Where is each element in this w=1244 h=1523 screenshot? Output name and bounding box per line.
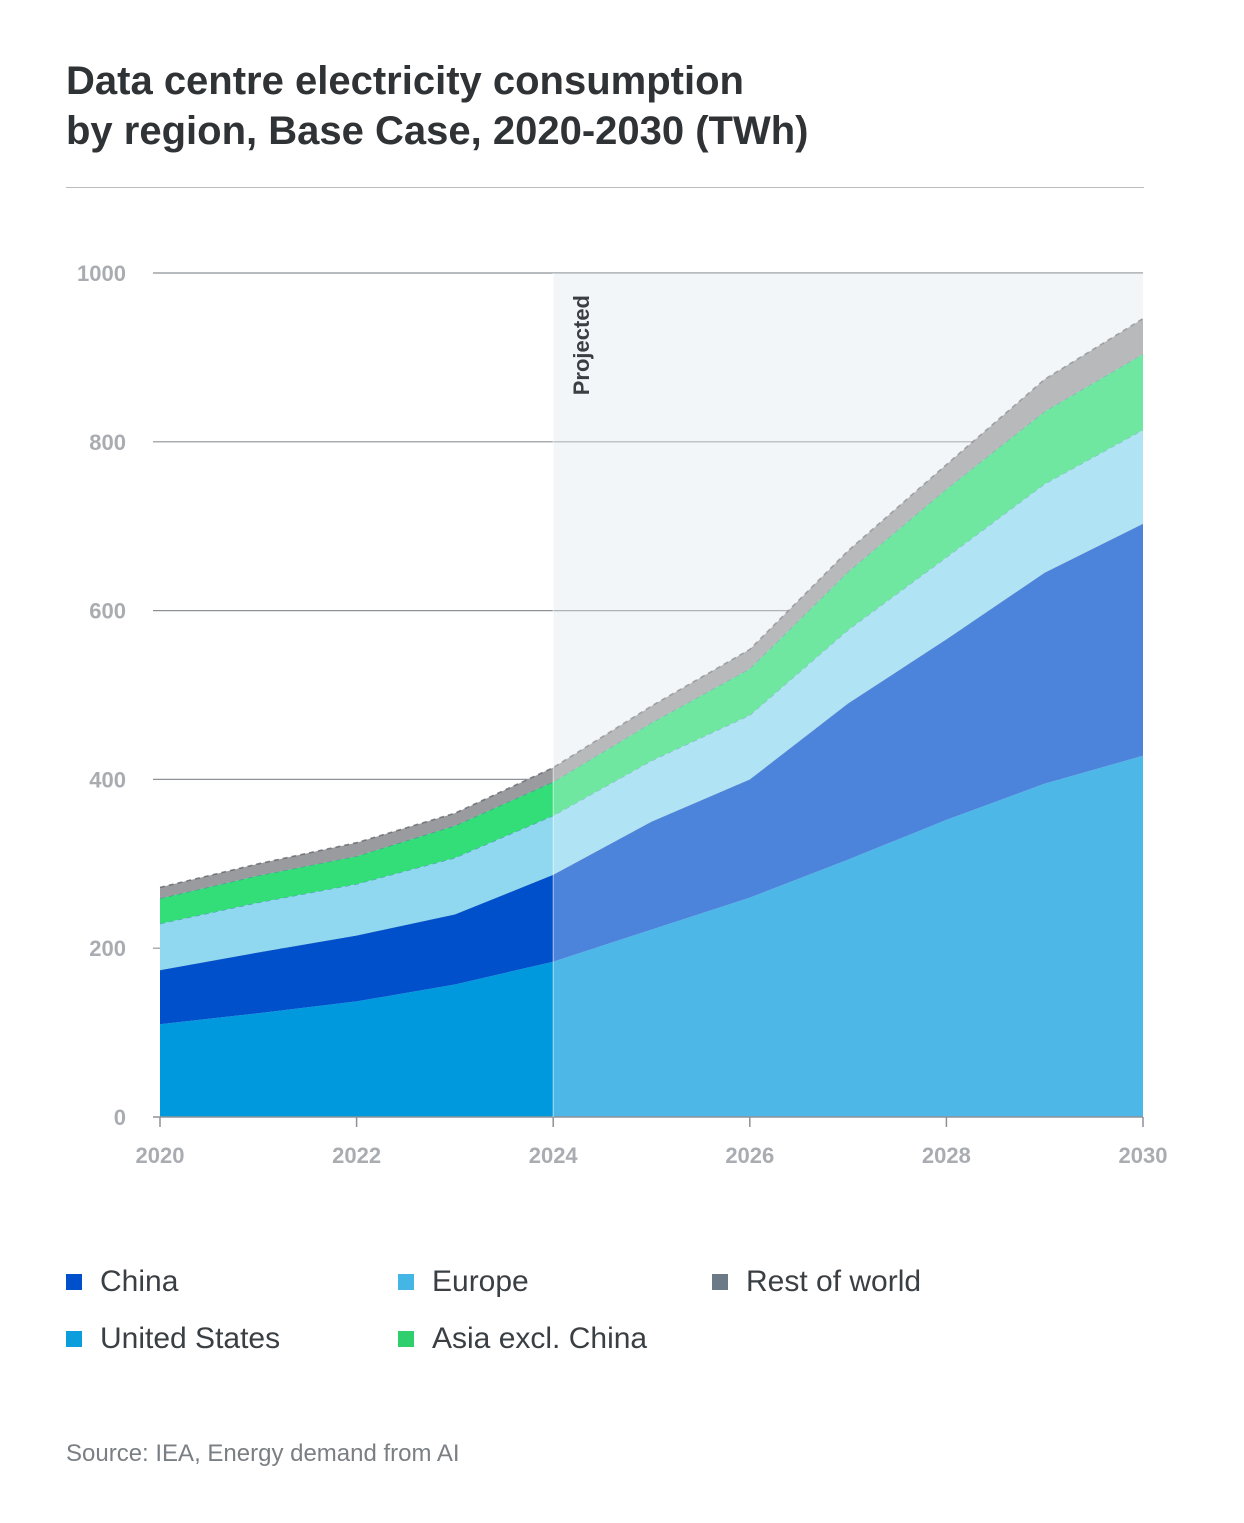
- areas-layer: [159, 273, 1144, 1117]
- y-tick-label-800: 800: [89, 430, 126, 455]
- legend-swatch-asia-excl-china: [398, 1331, 414, 1347]
- legend-swatch-united-states: [66, 1331, 82, 1347]
- legend: China Europe Rest of world United States…: [66, 1262, 1166, 1382]
- title-divider: [66, 187, 1144, 188]
- axis-layer: [153, 273, 1144, 1127]
- y-tick-label-1000: 1000: [77, 261, 126, 286]
- y-tick-label-600: 600: [89, 599, 126, 624]
- legend-swatch-europe: [398, 1274, 414, 1290]
- projected-label: Projected: [569, 295, 594, 395]
- source-note: Source: IEA, Energy demand from AI: [66, 1440, 460, 1467]
- x-tick-label-2022: 2022: [332, 1143, 381, 1168]
- legend-label-asia-excl-china: Asia excl. China: [432, 1322, 648, 1355]
- labels-layer: 0 200 400 600 800 1000 2020 2022 2024 2026 2028 203…: [77, 261, 1167, 1168]
- legend-item-united-states: United States: [66, 1319, 280, 1359]
- legend-item-asia-excl-china: Asia excl. China: [398, 1319, 647, 1359]
- chart-title-line-2: by region, Base Case, 2020-2030 (TWh): [66, 109, 809, 153]
- x-tick-label-2028: 2028: [922, 1143, 971, 1168]
- legend-item-europe: Europe: [398, 1262, 529, 1302]
- chart-title-line-1: Data centre electricity consumption: [66, 59, 744, 103]
- projected-overlay: [553, 273, 1143, 1117]
- x-tick-label-2026: 2026: [725, 1143, 774, 1168]
- y-tick-label-400: 400: [89, 767, 126, 792]
- legend-item-china: China: [66, 1262, 178, 1302]
- area-united-states: [160, 755, 1143, 1117]
- x-tick-label-2030: 2030: [1119, 1143, 1168, 1168]
- chart-title: Data centre electricity consumption by r…: [66, 56, 1066, 156]
- legend-label-china: China: [100, 1265, 179, 1298]
- legend-swatch-china: [66, 1274, 82, 1290]
- y-tick-label-0: 0: [114, 1105, 126, 1130]
- legend-label-europe: Europe: [432, 1265, 529, 1298]
- legend-swatch-rest-of-world: [712, 1274, 728, 1290]
- boundary-line-rest-of-world: [159, 317, 1144, 889]
- legend-label-rest-of-world: Rest of world: [746, 1265, 922, 1298]
- legend-label-united-states: United States: [100, 1322, 281, 1355]
- stacked-area-chart: 0 200 400 600 800 1000 2020 2022 2024 2026 2028 203…: [77, 261, 1167, 1168]
- y-tick-label-200: 200: [89, 936, 126, 961]
- x-tick-label-2020: 2020: [136, 1143, 185, 1168]
- area-europe: [160, 430, 1143, 971]
- x-tick-label-2024: 2024: [529, 1143, 579, 1168]
- area-china: [160, 523, 1143, 1025]
- legend-item-rest-of-world: Rest of world: [712, 1262, 921, 1302]
